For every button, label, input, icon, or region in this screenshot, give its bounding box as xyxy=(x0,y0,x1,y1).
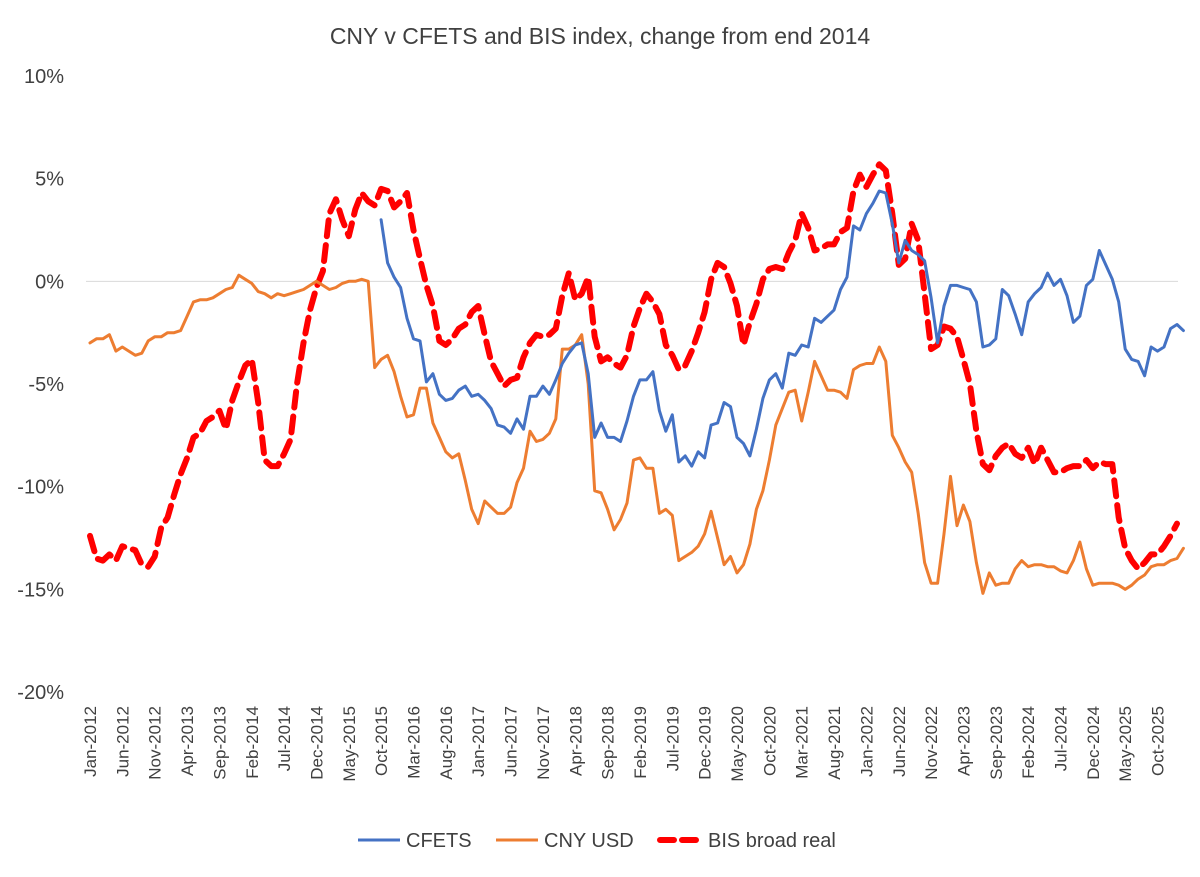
series-line-cfets xyxy=(379,189,1185,468)
y-tick-label: -5% xyxy=(28,374,64,396)
y-axis: 10% 5% 0% -5% -10% -15% -20% xyxy=(17,66,64,704)
x-tick-label: Jul-2014 xyxy=(275,706,294,771)
x-tick-label: Nov-2012 xyxy=(146,706,165,780)
legend-label: BIS broad real xyxy=(708,830,836,852)
x-tick-label: Apr-2018 xyxy=(566,706,585,776)
x-tick-label: Oct-2025 xyxy=(1149,706,1168,776)
x-tick-label: Apr-2023 xyxy=(954,706,973,776)
x-tick-label: Jul-2019 xyxy=(663,706,682,771)
series-lines xyxy=(87,161,1185,595)
x-tick-label: Feb-2014 xyxy=(243,706,262,779)
y-tick-label: 0% xyxy=(35,271,64,293)
x-axis: Jan-2012 Jun-2012 Nov-2012 Apr-2013 Sep-2013… xyxy=(81,706,1168,782)
x-tick-label: Aug-2016 xyxy=(437,706,456,780)
x-tick-label: Jun-2017 xyxy=(502,706,521,777)
y-tick-label: -20% xyxy=(17,682,64,704)
x-tick-label: Jan-2012 xyxy=(81,706,100,777)
x-tick-label: Dec-2019 xyxy=(696,706,715,780)
x-tick-label: Feb-2019 xyxy=(631,706,650,779)
x-tick-label: Nov-2017 xyxy=(534,706,553,780)
legend: CFETS CNY USD BIS broad real xyxy=(358,830,836,852)
x-tick-label: Feb-2024 xyxy=(1019,706,1038,779)
x-tick-label: Aug-2021 xyxy=(825,706,844,780)
x-tick-label: May-2025 xyxy=(1116,706,1135,782)
x-tick-label: Dec-2024 xyxy=(1084,706,1103,780)
y-tick-label: -15% xyxy=(17,579,64,601)
x-tick-label: Jun-2022 xyxy=(890,706,909,777)
x-tick-label: Nov-2022 xyxy=(922,706,941,780)
x-tick-label: Jan-2022 xyxy=(857,706,876,777)
x-tick-label: Mar-2016 xyxy=(405,706,424,779)
x-tick-label: Oct-2020 xyxy=(760,706,779,776)
legend-label: CNY USD xyxy=(544,830,634,852)
x-tick-label: May-2020 xyxy=(728,706,747,782)
x-tick-label: Sep-2018 xyxy=(599,706,618,780)
x-tick-label: Dec-2014 xyxy=(307,706,326,780)
x-tick-label: May-2015 xyxy=(340,706,359,782)
y-tick-label: 10% xyxy=(24,66,64,88)
x-tick-label: Sep-2013 xyxy=(210,706,229,780)
chart-title: CNY v CFETS and BIS index, change from e… xyxy=(330,23,871,49)
x-tick-label: Apr-2013 xyxy=(178,706,197,776)
x-tick-label: Mar-2021 xyxy=(793,706,812,779)
legend-label: CFETS xyxy=(406,830,472,852)
y-tick-label: 5% xyxy=(35,169,64,191)
y-tick-label: -10% xyxy=(17,477,64,499)
x-tick-label: Oct-2015 xyxy=(372,706,391,776)
x-tick-label: Jun-2012 xyxy=(113,706,132,777)
x-tick-label: Jul-2024 xyxy=(1052,706,1071,771)
x-tick-label: Sep-2023 xyxy=(987,706,1006,780)
x-tick-label: Jan-2017 xyxy=(469,706,488,777)
series-line-cny-usd xyxy=(88,273,1185,595)
series-line-bis-broad-real xyxy=(87,161,1180,572)
